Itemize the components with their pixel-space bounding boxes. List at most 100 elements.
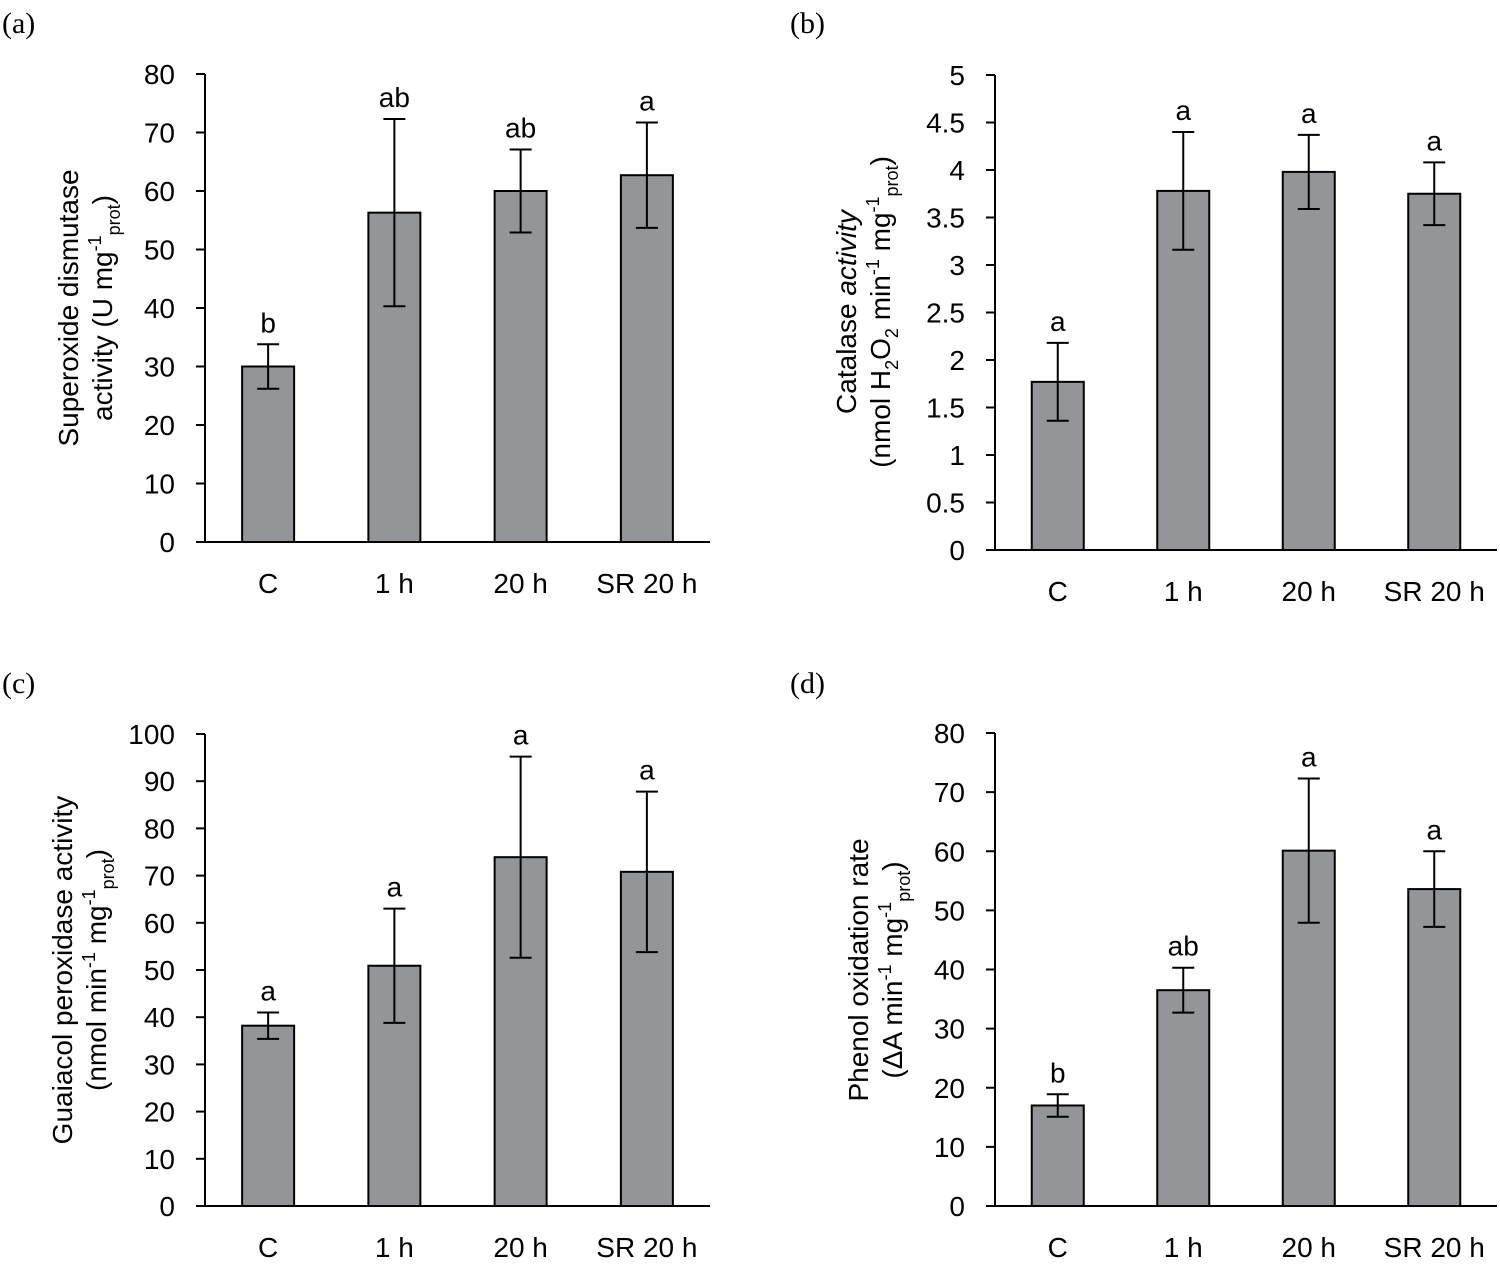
bar — [619, 174, 674, 544]
y-tick-label: 90 — [144, 766, 175, 797]
ylabel-run: ) — [865, 156, 896, 165]
y-tick-label: 50 — [144, 955, 175, 986]
error-bar — [383, 118, 406, 308]
y-tick-label: 5 — [949, 60, 965, 91]
x-tick-label: 20 h — [493, 1232, 548, 1263]
x-tick-label: 20 h — [1282, 1232, 1337, 1263]
y-axis-title-line2: (ΔA min-1 mg-1prot) — [875, 861, 914, 1078]
ylabel-run: activity (U mg — [87, 251, 118, 421]
y-axis-title-line2: (nmol H2O2 min-1 mg-1prot) — [863, 156, 902, 468]
y-tick-label: 80 — [934, 718, 965, 749]
significance-letter: a — [1050, 306, 1066, 337]
y-axis-title-line1: Phenol oxidation rate — [843, 838, 874, 1101]
panel-letter: (c) — [2, 667, 35, 700]
bar — [241, 1024, 296, 1208]
ylabel-run: Phenol oxidation rate — [843, 838, 874, 1101]
error-bar — [509, 148, 532, 234]
ylabel-run: -1 — [79, 952, 99, 968]
x-tick-label: 1 h — [1164, 576, 1203, 607]
y-tick-label: 40 — [934, 955, 965, 986]
x-tick-label: C — [1048, 1232, 1068, 1263]
bar — [493, 190, 548, 543]
y-tick-label: 80 — [144, 813, 175, 844]
x-tick-label: 1 h — [375, 568, 414, 599]
x-tick-label: 20 h — [1282, 576, 1337, 607]
x-tick-label: SR 20 h — [1384, 1232, 1485, 1263]
x-tick-label: 20 h — [493, 568, 548, 599]
y-tick-label: 30 — [144, 352, 175, 383]
ylabel-run: prot — [104, 204, 124, 235]
ylabel-run: (nmol min — [81, 968, 112, 1091]
error-bar — [1423, 161, 1446, 227]
ylabel-run: -1 — [863, 196, 883, 212]
significance-letter: a — [639, 86, 655, 117]
significance-letter: ab — [379, 82, 410, 113]
error-bar — [1423, 850, 1446, 928]
significance-letter: a — [1426, 125, 1442, 156]
y-tick-label: 0.5 — [926, 488, 965, 519]
significance-letter: b — [1050, 1057, 1066, 1088]
ylabel-run: (ΔA min — [877, 981, 908, 1079]
ylabel-run: mg — [877, 918, 908, 965]
ylabel-run: ) — [87, 195, 118, 204]
y-tick-label: 0 — [159, 1191, 175, 1222]
ylabel-run: 2 — [882, 328, 902, 338]
ylabel-run: mg — [865, 212, 896, 259]
y-tick-label: 30 — [934, 1014, 965, 1045]
bar — [1156, 989, 1211, 1207]
significance-letter: ab — [1168, 931, 1199, 962]
y-tick-label: 10 — [144, 1144, 175, 1175]
bar — [1281, 170, 1336, 551]
y-tick-label: 30 — [144, 1049, 175, 1080]
x-tick-label: C — [1048, 576, 1068, 607]
y-axis-title-line1: Catalase activity — [831, 208, 862, 414]
ylabel-run: prot — [894, 871, 914, 902]
error-bar — [1046, 1093, 1069, 1118]
y-tick-label: 60 — [934, 836, 965, 867]
significance-letter: a — [387, 872, 403, 903]
ylabel-run: prot — [882, 165, 902, 196]
y-tick-label: 40 — [144, 293, 175, 324]
y-tick-label: 1.5 — [926, 393, 965, 424]
y-tick-label: 50 — [144, 235, 175, 266]
error-bar — [1046, 341, 1069, 422]
y-axis-title-line1: Superoxide dismutase — [53, 169, 84, 446]
ylabel-run: Superoxide dismutase — [53, 169, 84, 446]
ylabel-run: (nmol H — [865, 370, 896, 468]
error-bar — [509, 755, 532, 959]
ylabel-run: ) — [81, 849, 112, 858]
panel-letter: (d) — [790, 667, 825, 700]
y-tick-label: 70 — [934, 777, 965, 808]
bar — [1407, 888, 1462, 1208]
x-tick-label: 1 h — [1164, 1232, 1203, 1263]
x-tick-label: 1 h — [375, 1232, 414, 1263]
ylabel-run: -1 — [875, 964, 895, 980]
y-tick-label: 100 — [128, 719, 175, 750]
y-tick-label: 40 — [144, 1002, 175, 1033]
y-tick-label: 20 — [144, 410, 175, 441]
significance-letter: b — [260, 307, 276, 338]
ylabel-run: -1 — [875, 902, 895, 918]
x-tick-label: SR 20 h — [596, 1232, 697, 1263]
significance-letter: a — [260, 975, 276, 1006]
y-tick-label: 0 — [949, 1191, 965, 1222]
chart-panel: (d) b Cab 1 h a 20 h a SR 20 h 0 10 20 30 40 50 60 70 80… — [790, 667, 1497, 1263]
y-tick-label: 0 — [159, 527, 175, 558]
ylabel-run: mg — [81, 905, 112, 952]
x-tick-label: C — [258, 568, 278, 599]
x-tick-label: SR 20 h — [1384, 576, 1485, 607]
ylabel-run: O — [865, 338, 896, 360]
y-axis-title-line2: activity (U mg-1prot) — [85, 195, 124, 421]
chart-panel: (a) b Cab 1 h ab 20 h a SR 20 h 0 10 20 30 40 50 60 70 8… — [2, 7, 710, 599]
y-tick-label: 4.5 — [926, 108, 965, 139]
y-tick-label: 2 — [949, 345, 965, 376]
x-tick-label: SR 20 h — [596, 568, 697, 599]
y-tick-label: 4 — [949, 155, 965, 186]
y-tick-label: 10 — [934, 1132, 965, 1163]
error-bar — [635, 790, 658, 954]
bar — [1030, 1104, 1085, 1208]
significance-letter: a — [1301, 98, 1317, 129]
y-tick-label: 0 — [949, 535, 965, 566]
error-bar — [257, 1011, 280, 1040]
